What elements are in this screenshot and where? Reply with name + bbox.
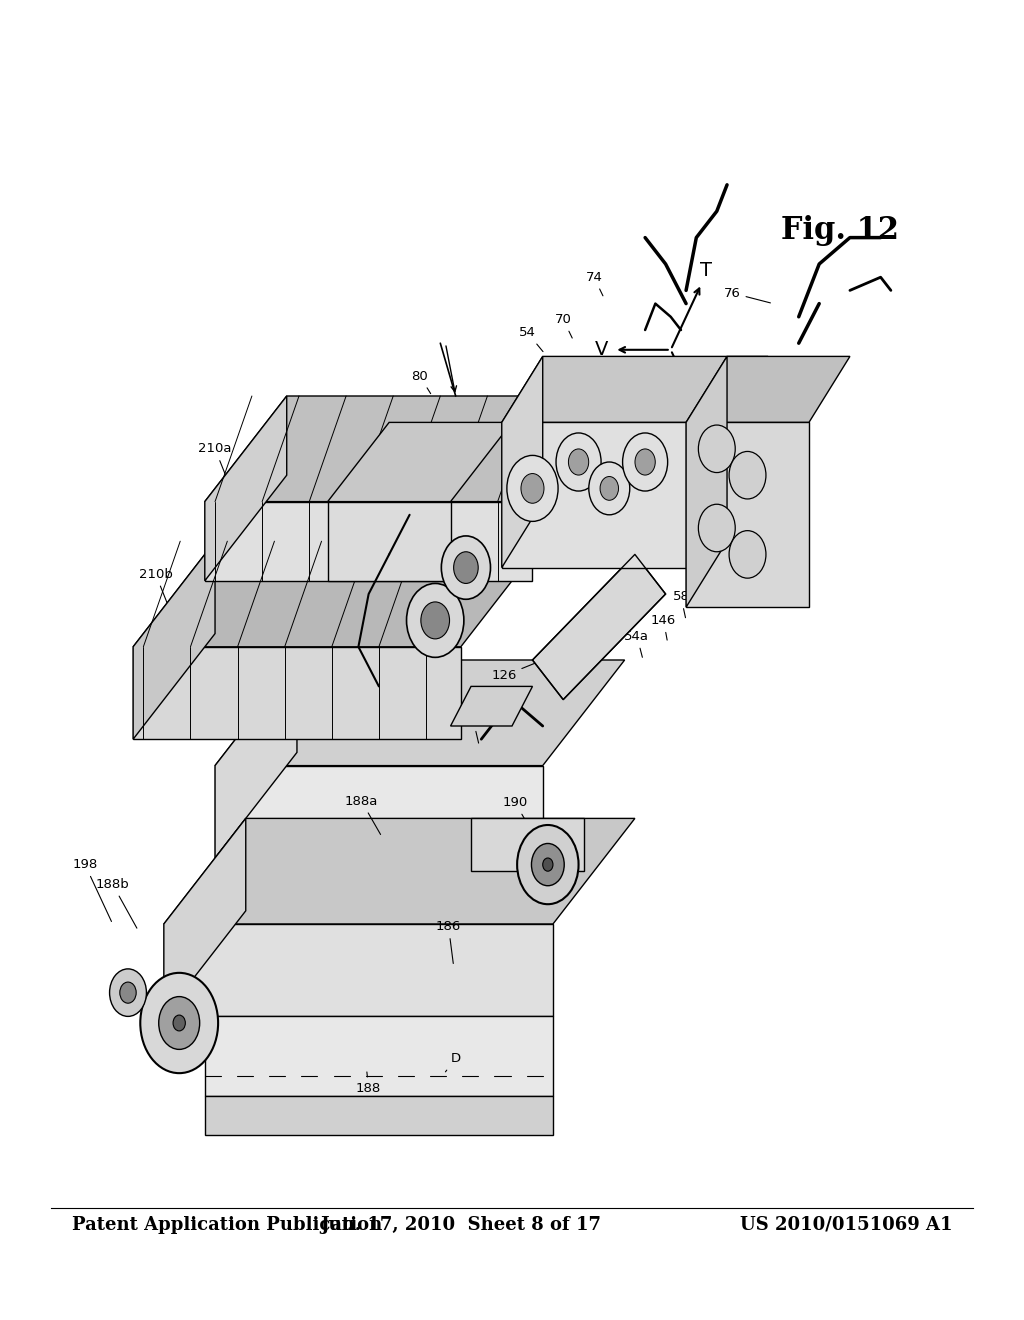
Text: 80: 80 <box>412 370 431 393</box>
Circle shape <box>729 531 766 578</box>
Circle shape <box>507 455 558 521</box>
Text: 190: 190 <box>503 796 539 842</box>
Polygon shape <box>328 422 512 502</box>
Text: D: D <box>445 1052 461 1072</box>
Text: 210a: 210a <box>199 442 232 492</box>
Polygon shape <box>133 647 461 739</box>
Text: B: B <box>368 541 378 565</box>
Text: 54a: 54a <box>625 630 649 657</box>
Text: 206: 206 <box>428 704 470 719</box>
Circle shape <box>421 602 450 639</box>
Text: 188a: 188a <box>345 795 381 834</box>
Text: 76: 76 <box>724 286 770 302</box>
Text: 58: 58 <box>673 590 689 618</box>
Circle shape <box>698 504 735 552</box>
Polygon shape <box>164 818 246 1016</box>
Circle shape <box>600 477 618 500</box>
Circle shape <box>407 583 464 657</box>
Polygon shape <box>532 554 666 700</box>
Text: 100: 100 <box>541 418 565 438</box>
Text: 188: 188 <box>356 1072 381 1096</box>
Text: 146: 146 <box>651 614 676 640</box>
Text: 70: 70 <box>727 471 743 496</box>
Polygon shape <box>133 541 543 647</box>
Text: 204: 204 <box>295 508 336 533</box>
Text: US 2010/0151069 A1: US 2010/0151069 A1 <box>739 1216 952 1234</box>
Text: L: L <box>700 422 711 441</box>
Polygon shape <box>686 422 809 607</box>
Polygon shape <box>502 356 768 422</box>
Text: T: T <box>699 261 712 280</box>
Text: 108a: 108a <box>688 561 721 585</box>
Circle shape <box>454 552 478 583</box>
Circle shape <box>556 433 601 491</box>
Circle shape <box>623 433 668 491</box>
Polygon shape <box>215 766 543 858</box>
Text: 196: 196 <box>160 990 184 1020</box>
Text: 188b: 188b <box>96 878 137 928</box>
Text: 186: 186 <box>436 920 461 964</box>
Text: 82: 82 <box>514 432 530 451</box>
Polygon shape <box>205 396 614 502</box>
Text: 84: 84 <box>442 466 460 486</box>
Text: 212a: 212a <box>245 482 278 525</box>
Text: 126: 126 <box>492 648 572 682</box>
Text: Patent Application Publication: Patent Application Publication <box>72 1216 382 1234</box>
Polygon shape <box>686 356 850 422</box>
Text: 180: 180 <box>395 471 426 494</box>
Text: 160: 160 <box>365 479 400 503</box>
Circle shape <box>120 982 136 1003</box>
Circle shape <box>543 858 553 871</box>
Polygon shape <box>328 502 451 581</box>
Polygon shape <box>133 541 215 739</box>
Circle shape <box>521 474 544 503</box>
Circle shape <box>110 969 146 1016</box>
Polygon shape <box>205 502 532 581</box>
Text: Jun. 17, 2010  Sheet 8 of 17: Jun. 17, 2010 Sheet 8 of 17 <box>321 1216 601 1234</box>
Text: V: V <box>594 341 608 359</box>
Text: 124: 124 <box>385 552 418 573</box>
Circle shape <box>589 462 630 515</box>
Text: Fig. 12: Fig. 12 <box>780 215 899 247</box>
Circle shape <box>159 997 200 1049</box>
Circle shape <box>517 825 579 904</box>
Text: 192: 192 <box>461 713 485 743</box>
Circle shape <box>173 1015 185 1031</box>
Text: 110: 110 <box>725 537 750 562</box>
Circle shape <box>698 425 735 473</box>
Polygon shape <box>205 1096 553 1135</box>
Text: 210b: 210b <box>138 568 173 618</box>
Text: 198: 198 <box>73 858 112 921</box>
Polygon shape <box>502 356 543 568</box>
Circle shape <box>729 451 766 499</box>
Polygon shape <box>471 818 584 871</box>
Polygon shape <box>451 686 532 726</box>
Polygon shape <box>164 818 635 924</box>
Circle shape <box>635 449 655 475</box>
Circle shape <box>531 843 564 886</box>
Text: 96: 96 <box>499 442 515 462</box>
Text: 54: 54 <box>519 326 543 351</box>
Polygon shape <box>215 660 297 858</box>
Text: 74: 74 <box>586 271 603 296</box>
Text: 70: 70 <box>555 313 572 338</box>
Circle shape <box>568 449 589 475</box>
Polygon shape <box>164 924 553 1016</box>
Text: 212b: 212b <box>179 594 219 638</box>
Polygon shape <box>502 422 727 568</box>
Text: C: C <box>425 458 440 478</box>
Circle shape <box>140 973 218 1073</box>
Text: 118: 118 <box>354 564 397 590</box>
Polygon shape <box>215 660 625 766</box>
Polygon shape <box>205 1016 553 1096</box>
Polygon shape <box>686 356 727 607</box>
Circle shape <box>441 536 490 599</box>
Polygon shape <box>205 396 287 581</box>
Text: 136: 136 <box>474 449 499 469</box>
